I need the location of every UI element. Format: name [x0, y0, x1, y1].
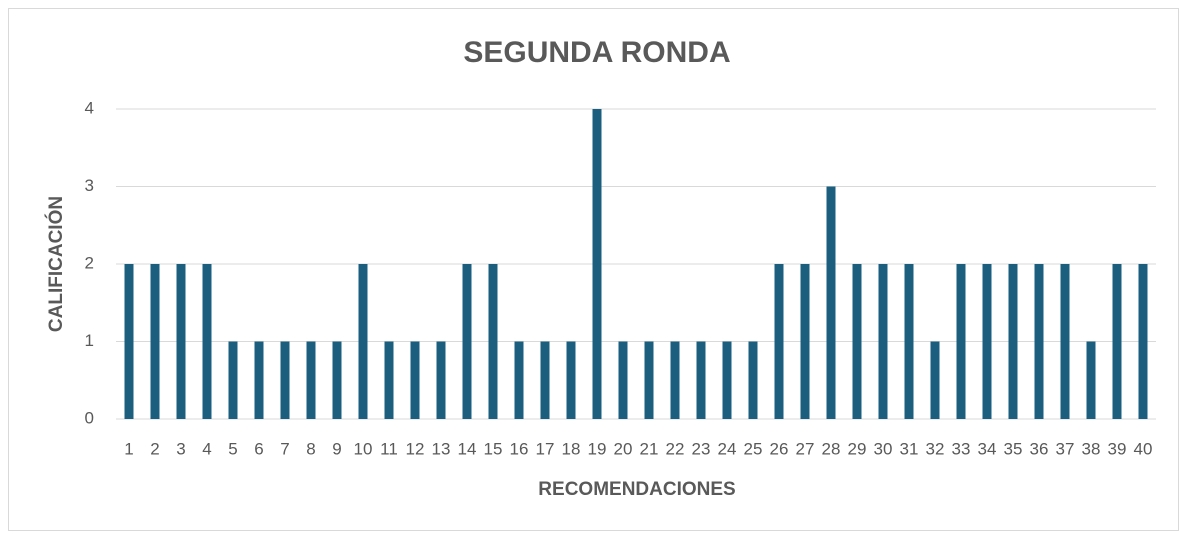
bar	[878, 264, 888, 419]
y-tick-label: 2	[85, 253, 94, 272]
x-tick-label: 27	[796, 439, 815, 458]
bar	[852, 264, 862, 419]
x-tick-label: 7	[280, 439, 289, 458]
bar	[566, 341, 576, 419]
x-tick-label: 15	[484, 439, 503, 458]
x-tick-label: 19	[588, 439, 607, 458]
bar	[982, 264, 992, 419]
bar	[332, 341, 342, 419]
bar	[800, 264, 810, 419]
bar	[1008, 264, 1018, 419]
x-tick-label: 11	[380, 439, 398, 458]
x-tick-label: 1	[124, 439, 133, 458]
x-tick-label: 34	[978, 439, 997, 458]
x-tick-label: 35	[1004, 439, 1023, 458]
bar	[1138, 264, 1148, 419]
x-tick-label: 21	[640, 439, 659, 458]
bar	[384, 341, 394, 419]
bar	[1086, 341, 1096, 419]
y-tick-label: 0	[85, 408, 94, 427]
x-tick-label: 36	[1030, 439, 1049, 458]
x-tick-label: 22	[666, 439, 685, 458]
x-tick-label: 31	[900, 439, 919, 458]
bar	[358, 264, 368, 419]
y-tick-label: 3	[85, 176, 94, 195]
bar	[410, 341, 420, 419]
x-tick-label: 2	[150, 439, 159, 458]
bar	[462, 264, 472, 419]
bar	[644, 341, 654, 419]
x-tick-label: 23	[692, 439, 711, 458]
bar	[1034, 264, 1044, 419]
x-tick-label: 30	[874, 439, 893, 458]
bar	[904, 264, 914, 419]
x-tick-label: 24	[718, 439, 737, 458]
bar	[436, 341, 446, 419]
x-tick-label: 14	[458, 439, 477, 458]
bar	[956, 264, 966, 419]
x-tick-label: 20	[614, 439, 633, 458]
x-tick-label: 16	[510, 439, 529, 458]
x-tick-label: 25	[744, 439, 763, 458]
chart-title: SEGUNDA RONDA	[463, 36, 730, 69]
x-tick-label: 39	[1108, 439, 1127, 458]
x-tick-label: 10	[354, 439, 373, 458]
x-tick-label: 17	[536, 439, 555, 458]
bar	[722, 341, 732, 419]
bar	[748, 341, 758, 419]
bar	[592, 109, 602, 419]
bar	[202, 264, 212, 419]
bar	[150, 264, 160, 419]
bar	[670, 341, 680, 419]
x-tick-label: 33	[952, 439, 971, 458]
x-tick-label: 40	[1134, 439, 1153, 458]
bar	[254, 341, 264, 419]
x-tick-label: 8	[306, 439, 315, 458]
x-tick-label: 37	[1056, 439, 1075, 458]
bar	[774, 264, 784, 419]
bar	[176, 264, 186, 419]
bar	[826, 186, 836, 419]
x-tick-label: 32	[926, 439, 945, 458]
bar	[618, 341, 628, 419]
x-tick-label: 26	[770, 439, 789, 458]
bar	[930, 341, 940, 419]
x-tick-label: 28	[822, 439, 841, 458]
x-tick-label: 4	[202, 439, 211, 458]
x-tick-label: 3	[176, 439, 185, 458]
x-tick-label: 18	[562, 439, 581, 458]
bar	[280, 341, 290, 419]
bar	[306, 341, 316, 419]
x-tick-label: 6	[254, 439, 263, 458]
bar	[488, 264, 498, 419]
x-tick-label: 12	[406, 439, 425, 458]
x-axis-title: RECOMENDACIONES	[538, 479, 735, 500]
x-tick-label: 13	[432, 439, 451, 458]
x-tick-label: 5	[228, 439, 237, 458]
bar	[540, 341, 550, 419]
bar	[696, 341, 706, 419]
y-tick-label: 1	[85, 331, 94, 350]
x-tick-label: 38	[1082, 439, 1101, 458]
y-tick-label: 4	[85, 98, 94, 117]
bar	[1112, 264, 1122, 419]
x-tick-label: 9	[332, 439, 341, 458]
bar	[124, 264, 134, 419]
x-tick-label: 29	[848, 439, 867, 458]
bar	[1060, 264, 1070, 419]
bar	[228, 341, 238, 419]
bar	[514, 341, 524, 419]
y-axis-title: CALIFICACIÓN	[45, 196, 67, 332]
